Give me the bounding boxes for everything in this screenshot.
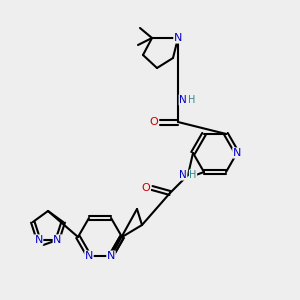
Text: N: N <box>233 148 241 158</box>
Text: N: N <box>53 235 61 245</box>
Text: O: O <box>142 183 150 193</box>
Text: N: N <box>107 251 115 261</box>
Text: N: N <box>179 170 187 180</box>
Text: N: N <box>174 33 182 43</box>
Text: H: H <box>188 95 196 105</box>
Text: O: O <box>150 117 158 127</box>
Text: N: N <box>85 251 93 261</box>
Text: H: H <box>189 170 197 180</box>
Text: N: N <box>34 235 43 245</box>
Text: N: N <box>179 95 187 105</box>
